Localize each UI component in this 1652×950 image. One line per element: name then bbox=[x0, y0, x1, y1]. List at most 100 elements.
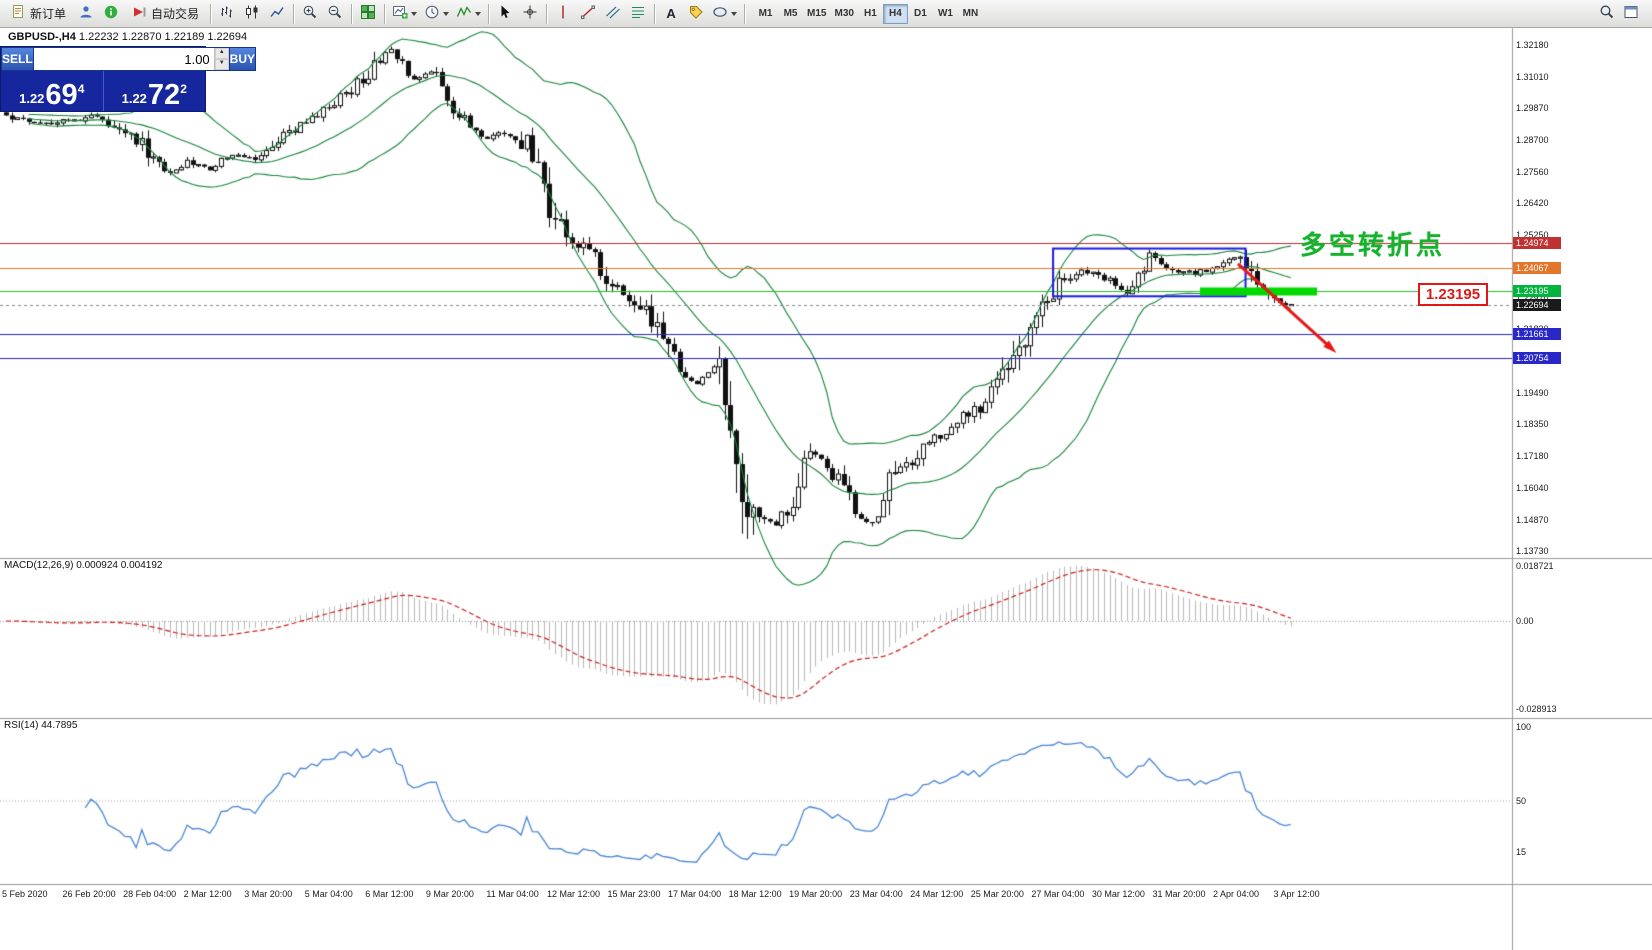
timeframe-button-m15[interactable]: M15 bbox=[803, 4, 830, 24]
chevron-down-icon bbox=[443, 11, 450, 16]
chevron-down-icon bbox=[731, 11, 738, 16]
trendline-icon bbox=[580, 4, 596, 23]
new-chart-button[interactable] bbox=[389, 3, 420, 25]
sell-button[interactable]: SELL bbox=[1, 47, 34, 71]
toolbar-separator bbox=[488, 3, 490, 24]
new-order-icon bbox=[10, 4, 26, 23]
cursor-icon bbox=[497, 4, 513, 23]
timeframe-button-h1[interactable]: H1 bbox=[858, 4, 883, 24]
search-icon bbox=[1599, 4, 1615, 23]
chevron-down-icon bbox=[475, 11, 482, 16]
buy-price-sup: 2 bbox=[180, 82, 187, 96]
toolbar-separator bbox=[210, 3, 212, 24]
market-info-icon bbox=[103, 4, 119, 23]
macd-label: MACD(12,26,9) 0.000924 0.004192 bbox=[4, 560, 163, 571]
trade-panel-controls: SELL ▲ ▼ BUY bbox=[1, 47, 257, 71]
fibonacci-icon bbox=[630, 4, 646, 23]
sell-price-display[interactable]: 1.22 69 4 bbox=[1, 71, 103, 111]
timeframe-group: M1 M5 M15 M30 H1 H4 D1 W1 MN bbox=[753, 3, 983, 24]
rsi-label: RSI(14) 44.7895 bbox=[4, 720, 78, 731]
auto-trading-label: 自动交易 bbox=[151, 7, 200, 21]
toolbar: 新订单 自动交易 bbox=[0, 0, 1652, 28]
toolbar-separator bbox=[351, 3, 353, 24]
chevron-down-icon bbox=[411, 11, 418, 16]
timeframe-button-d1[interactable]: D1 bbox=[908, 4, 933, 24]
toolbar-separator bbox=[546, 3, 548, 24]
vertical-line-icon bbox=[555, 4, 571, 23]
toolbar-separator bbox=[384, 3, 386, 24]
channel-icon bbox=[605, 4, 621, 23]
bar-chart-button[interactable] bbox=[215, 3, 239, 25]
zoom-in-icon bbox=[302, 4, 318, 23]
new-chart-icon bbox=[392, 4, 408, 23]
zoom-out-button[interactable] bbox=[323, 3, 347, 25]
toolbar-separator bbox=[293, 3, 295, 24]
indicators-button[interactable] bbox=[453, 3, 484, 25]
timeframe-button-m1[interactable]: M1 bbox=[753, 4, 778, 24]
sell-price-sup: 4 bbox=[77, 82, 85, 96]
channel-tool-button[interactable] bbox=[601, 3, 625, 25]
timeframe-button-h4[interactable]: H4 bbox=[882, 3, 908, 24]
search-button[interactable] bbox=[1595, 3, 1619, 25]
timeframe-button-w1[interactable]: W1 bbox=[933, 4, 958, 24]
auto-trading-button[interactable]: 自动交易 bbox=[124, 3, 206, 25]
market-info-button[interactable] bbox=[99, 3, 123, 25]
cursor-tool-button[interactable] bbox=[493, 3, 517, 25]
buy-button[interactable]: BUY bbox=[228, 47, 257, 71]
candlestick-chart-icon bbox=[244, 4, 260, 23]
timeframe-button-m5[interactable]: M5 bbox=[778, 4, 803, 24]
zoom-in-button[interactable] bbox=[298, 3, 322, 25]
buy-price-display[interactable]: 1.22 72 2 bbox=[104, 71, 206, 111]
indicators-icon bbox=[456, 4, 472, 23]
shapes-tool-button[interactable] bbox=[709, 3, 740, 25]
sell-price-base: 1.22 bbox=[19, 91, 45, 106]
crosshair-icon bbox=[522, 4, 538, 23]
toolbar-right-group bbox=[1595, 3, 1643, 25]
layout-button[interactable] bbox=[1619, 3, 1643, 25]
new-order-button[interactable]: 新订单 bbox=[3, 3, 73, 25]
candlestick-chart-button[interactable] bbox=[240, 3, 264, 25]
shapes-icon bbox=[712, 4, 728, 23]
new-order-label: 新订单 bbox=[30, 7, 67, 21]
crosshair-tool-button[interactable] bbox=[518, 3, 542, 25]
periods-button[interactable] bbox=[421, 3, 452, 25]
volume-down-icon[interactable]: ▼ bbox=[214, 59, 229, 70]
timeframe-button-m30[interactable]: M30 bbox=[830, 4, 857, 24]
buy-price-big: 72 bbox=[147, 79, 181, 111]
chart-symbol: GBPUSD-,H4 bbox=[8, 31, 76, 43]
chart-ohlc: 1.22232 1.22870 1.22189 1.22694 bbox=[78, 31, 248, 43]
turning-point-annotation[interactable]: 多空转折点 bbox=[1300, 230, 1446, 260]
bar-chart-icon bbox=[219, 4, 235, 23]
zoom-out-icon bbox=[327, 4, 343, 23]
label-tool-button[interactable] bbox=[684, 3, 708, 25]
vertical-line-tool-button[interactable] bbox=[551, 3, 575, 25]
clock-icon bbox=[424, 4, 440, 23]
trendline-tool-button[interactable] bbox=[576, 3, 600, 25]
buy-price-base: 1.22 bbox=[121, 91, 147, 106]
timeframe-button-mn[interactable]: MN bbox=[958, 4, 983, 24]
text-tool-button[interactable]: A bbox=[659, 3, 683, 25]
tile-windows-button[interactable] bbox=[356, 3, 380, 25]
profiles-icon bbox=[78, 4, 94, 23]
layout-window-icon bbox=[1623, 4, 1639, 23]
trade-panel-divider bbox=[102, 71, 104, 111]
sell-price-big: 69 bbox=[45, 79, 78, 111]
volume-input[interactable] bbox=[33, 48, 214, 70]
volume-up-icon[interactable]: ▲ bbox=[214, 48, 229, 59]
one-click-trading-panel: SELL ▲ ▼ BUY 1.22 69 4 1.22 72 2 bbox=[0, 46, 257, 112]
volume-stepper: ▲ ▼ bbox=[213, 48, 229, 70]
toolbar-separator bbox=[654, 3, 656, 24]
line-chart-icon bbox=[269, 4, 285, 23]
price-callout-label[interactable]: 1.23195 bbox=[1418, 283, 1488, 306]
toolbar-separator bbox=[744, 3, 746, 24]
tile-windows-icon bbox=[360, 4, 376, 23]
volume-box: ▲ ▼ bbox=[33, 47, 229, 71]
profiles-button[interactable] bbox=[74, 3, 98, 25]
label-tag-icon bbox=[688, 4, 704, 23]
line-chart-button[interactable] bbox=[265, 3, 289, 25]
chart-title: GBPUSD-,H4 1.22232 1.22870 1.22189 1.226… bbox=[8, 31, 247, 43]
fibonacci-tool-button[interactable] bbox=[626, 3, 650, 25]
auto-trading-icon bbox=[131, 4, 147, 23]
